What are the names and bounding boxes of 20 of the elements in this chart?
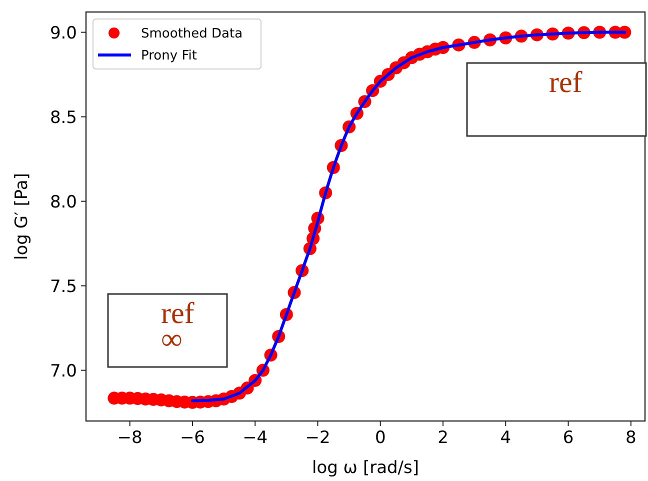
x-tick-label: −2 — [305, 428, 330, 448]
legend-label: Smoothed Data — [141, 26, 243, 42]
legend-label: Prony Fit — [141, 48, 197, 64]
y-tick-label: 8.0 — [50, 192, 77, 212]
y-tick-label: 9.0 — [50, 23, 77, 44]
x-tick-label: 2 — [438, 428, 448, 448]
x-tick-label: 6 — [562, 428, 574, 448]
x-tick-label: 8 — [625, 428, 636, 448]
y-tick-label: 8.5 — [50, 108, 77, 128]
y-tick-label: 7.0 — [50, 361, 77, 382]
y-axis-title: log G′ [Pa] — [12, 173, 32, 260]
x-tick-label: −4 — [242, 428, 268, 448]
y-tick-label: 7.5 — [50, 276, 77, 297]
annotation: ref — [549, 66, 582, 99]
x-tick-label: −6 — [180, 428, 206, 448]
x-tick-label: 4 — [500, 428, 512, 448]
x-axis-title: log ω [rad/s] — [312, 458, 420, 478]
annotation: ref ∞ — [161, 297, 194, 356]
x-tick-label: 0 — [374, 428, 386, 448]
x-tick-label: −8 — [117, 428, 142, 448]
